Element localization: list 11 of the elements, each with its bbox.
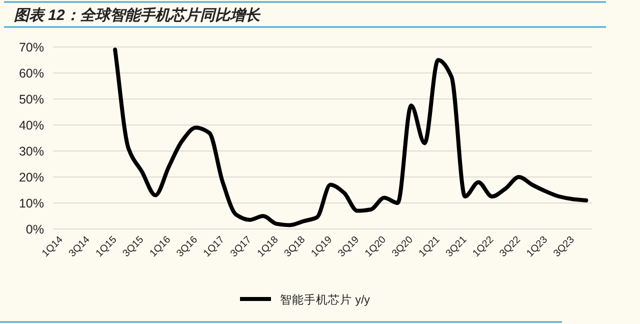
chart-title: 图表 12：全球智能手机芯片同比增长 xyxy=(14,7,261,24)
legend-label: 智能手机芯片 y/y xyxy=(280,292,370,306)
y-tick-label: 0% xyxy=(26,222,44,236)
y-tick-label: 50% xyxy=(18,92,44,106)
y-tick-label: 20% xyxy=(18,170,44,184)
y-tick-label: 60% xyxy=(18,66,44,80)
y-tick-label: 40% xyxy=(18,118,44,132)
y-tick-label: 30% xyxy=(18,144,44,158)
y-tick-label: 70% xyxy=(18,40,44,54)
y-tick-label: 10% xyxy=(18,196,44,210)
line-series xyxy=(113,48,588,228)
